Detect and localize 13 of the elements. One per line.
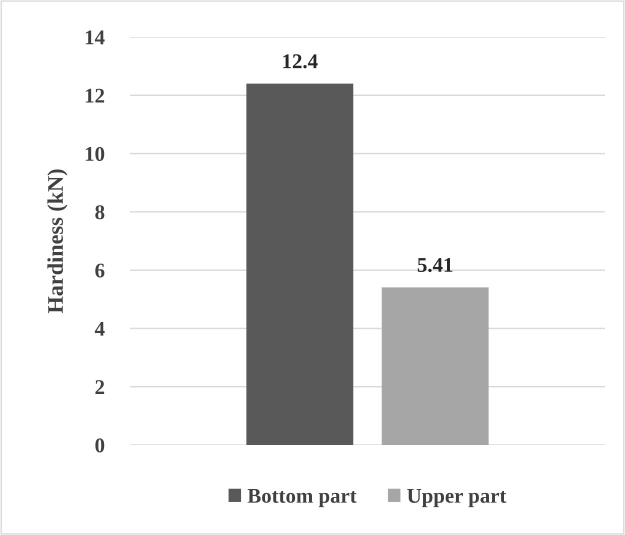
y-tick-label: 0 bbox=[95, 438, 104, 452]
y-axis-title: Hardiness (kN) bbox=[47, 169, 68, 314]
y-tick-label: 12 bbox=[86, 88, 104, 103]
y-tick-label: 8 bbox=[95, 205, 104, 220]
legend-label: Upper part bbox=[407, 489, 506, 508]
data-label: 12.4 bbox=[283, 54, 318, 68]
data-label: 5.41 bbox=[418, 258, 452, 272]
y-tick-label: 10 bbox=[86, 146, 104, 162]
y-tick-label: 4 bbox=[94, 322, 105, 336]
y-tick-label: 14 bbox=[86, 30, 105, 44]
y-tick-label: 2 bbox=[95, 380, 104, 394]
legend-label: Bottom part bbox=[248, 489, 357, 508]
y-tick-label: 6 bbox=[95, 264, 104, 278]
